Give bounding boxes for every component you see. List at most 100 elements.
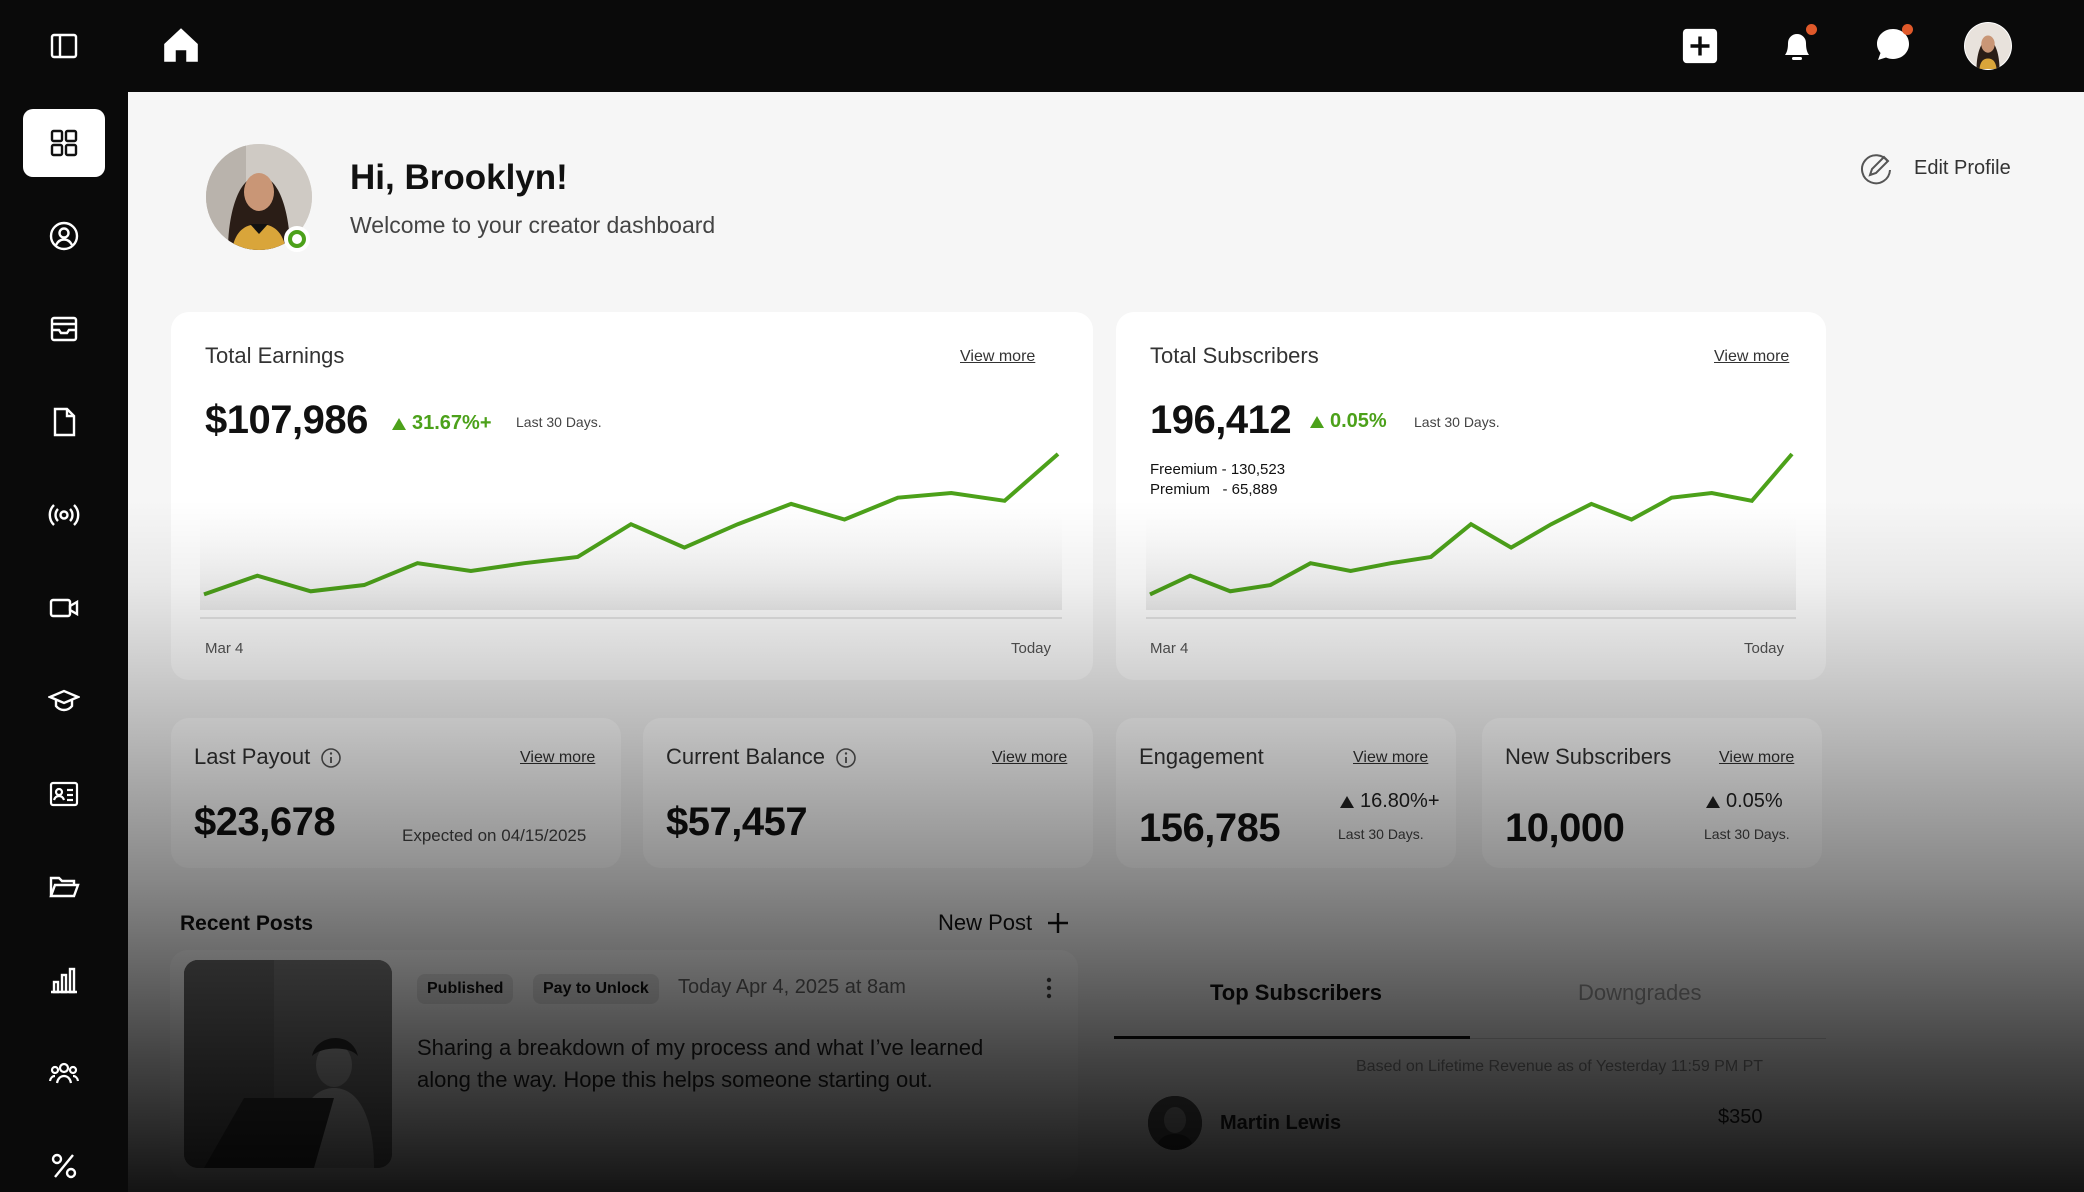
bar-chart-icon xyxy=(51,967,77,994)
new-post-button[interactable]: New Post xyxy=(938,910,1070,936)
online-status-indicator xyxy=(284,226,310,252)
payout-view-more-link[interactable]: View more xyxy=(520,749,596,766)
subscribers-period: Last 30 Days. xyxy=(1414,414,1500,430)
info-icon[interactable] xyxy=(320,747,342,769)
notification-dot xyxy=(1806,24,1817,35)
user-avatar-button[interactable] xyxy=(1964,22,2012,70)
sidebar-item-courses[interactable] xyxy=(23,667,105,735)
avatar[interactable] xyxy=(1148,1096,1202,1150)
sidebar-item-dashboard[interactable] xyxy=(23,109,105,177)
messages-button[interactable] xyxy=(1870,22,1916,68)
more-vertical-icon xyxy=(1046,977,1052,999)
home-icon xyxy=(164,28,198,62)
subscriber-name[interactable]: Martin Lewis xyxy=(1220,1112,1342,1134)
plus-icon xyxy=(1048,913,1069,933)
add-button[interactable] xyxy=(1678,24,1722,68)
video-icon xyxy=(49,598,79,618)
earnings-x-end: Today xyxy=(1011,640,1052,657)
active-tab-indicator xyxy=(1114,1036,1470,1039)
sidebar-item-documents[interactable] xyxy=(23,388,105,456)
new-subscribers-value: 10,000 xyxy=(1505,806,1625,850)
earnings-delta-value: 31.67%+ xyxy=(412,412,492,434)
sidebar-item-community[interactable] xyxy=(23,1039,105,1107)
grid-icon xyxy=(50,129,78,157)
sidebar-item-live[interactable] xyxy=(23,481,105,549)
top-bar xyxy=(128,0,2084,92)
notifications-button[interactable] xyxy=(1774,22,1820,68)
users-icon xyxy=(48,1062,80,1084)
engagement-period: Last 30 Days. xyxy=(1338,826,1424,842)
bell-icon xyxy=(1785,34,1809,60)
greeting: Hi, Brooklyn! xyxy=(350,158,568,197)
sidebar-item-discounts[interactable] xyxy=(23,1132,105,1192)
subscribers-view-more-link[interactable]: View more xyxy=(1714,348,1790,365)
file-icon xyxy=(53,407,76,437)
payout-value: $23,678 xyxy=(194,800,336,844)
subscribers-x-start: Mar 4 xyxy=(1150,640,1189,657)
new-subscribers-delta-value: 0.05% xyxy=(1726,790,1783,812)
up-arrow-icon xyxy=(1310,415,1324,428)
subscribers-delta: 0.05% xyxy=(1310,410,1387,433)
engagement-value: 156,785 xyxy=(1139,806,1281,850)
subscribers-x-end: Today xyxy=(1744,640,1785,657)
payout-title-label: Last Payout xyxy=(194,744,311,769)
new-post-label: New Post xyxy=(938,910,1033,935)
sidebar-toggle-button[interactable] xyxy=(23,12,105,80)
home-button[interactable] xyxy=(158,22,204,68)
sidebar-item-video[interactable] xyxy=(23,574,105,642)
engagement-title: Engagement xyxy=(1139,744,1264,769)
balance-title-label: Current Balance xyxy=(666,744,825,769)
chat-icon xyxy=(1877,29,1909,60)
post-thumbnail[interactable] xyxy=(184,960,392,1168)
post-date: Today Apr 4, 2025 at 8am xyxy=(678,976,906,998)
subscribers-title: Total Subscribers xyxy=(1150,343,1319,368)
graduation-cap-icon xyxy=(48,689,80,712)
sidebar-item-profile[interactable] xyxy=(23,202,105,270)
tab-top-subscribers[interactable]: Top Subscribers xyxy=(1210,980,1382,1005)
recent-posts-title: Recent Posts xyxy=(180,912,314,935)
edit-profile-button[interactable]: Edit Profile xyxy=(1858,150,2011,186)
user-circle-icon xyxy=(49,221,79,251)
info-icon[interactable] xyxy=(835,747,857,769)
subscriber-amount: $350 xyxy=(1718,1106,1763,1128)
balance-view-more-link[interactable]: View more xyxy=(992,749,1068,766)
inbox-icon xyxy=(50,316,78,342)
new-subscribers-delta: 0.05% xyxy=(1706,790,1783,813)
broadcast-icon xyxy=(48,504,80,526)
earnings-view-more-link[interactable]: View more xyxy=(960,348,1036,365)
premium-count: Premium - 65,889 xyxy=(1150,481,1278,498)
welcome-text: Welcome to your creator dashboard xyxy=(350,212,716,238)
post-options-button[interactable] xyxy=(1044,976,1054,1005)
sidebar-item-folders[interactable] xyxy=(23,853,105,921)
message-dot xyxy=(1902,24,1913,35)
freemium-count: Freemium - 130,523 xyxy=(1150,461,1286,478)
avatar xyxy=(1965,23,2011,69)
balance-title: Current Balance xyxy=(666,744,857,770)
post-body: Sharing a breakdown of my process and wh… xyxy=(417,1035,984,1092)
status-badge: Published xyxy=(417,974,514,1004)
sidebar-item-contacts[interactable] xyxy=(23,760,105,828)
panel-icon xyxy=(50,33,78,59)
engagement-delta-value: 16.80%+ xyxy=(1360,790,1440,812)
folder-open-icon xyxy=(49,876,80,898)
top-subscribers-panel: Top Subscribers Downgrades Based on Life… xyxy=(1114,950,1826,1180)
new-subscribers-view-more-link[interactable]: View more xyxy=(1719,749,1795,766)
earnings-title: Total Earnings xyxy=(205,343,345,368)
sidebar-item-inbox[interactable] xyxy=(23,295,105,363)
subscribers-value: 196,412 xyxy=(1150,398,1292,442)
engagement-view-more-link[interactable]: View more xyxy=(1353,749,1429,766)
earnings-period: Last 30 Days. xyxy=(516,414,602,430)
new-subscribers-period: Last 30 Days. xyxy=(1704,826,1790,842)
earnings-x-start: Mar 4 xyxy=(205,640,244,657)
subscribers-delta-value: 0.05% xyxy=(1330,410,1387,432)
earnings-delta: 31.67%+ xyxy=(392,412,492,435)
edit-icon xyxy=(1861,154,1891,185)
sidebar-item-analytics[interactable] xyxy=(23,946,105,1014)
chart-background xyxy=(200,500,1062,610)
new-subscribers-title: New Subscribers xyxy=(1505,744,1672,769)
earnings-value: $107,986 xyxy=(205,398,368,442)
id-card-icon xyxy=(49,781,79,807)
edit-profile-label: Edit Profile xyxy=(1914,156,2011,179)
sidebar xyxy=(0,0,128,1192)
tab-downgrades[interactable]: Downgrades xyxy=(1578,980,1702,1005)
